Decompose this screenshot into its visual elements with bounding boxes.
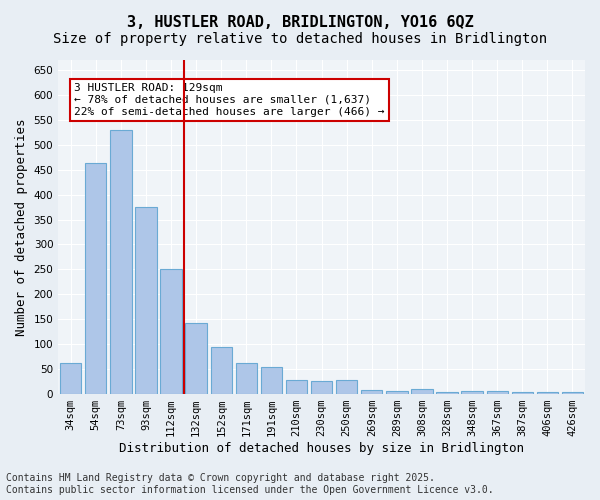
Text: Contains HM Land Registry data © Crown copyright and database right 2025.
Contai: Contains HM Land Registry data © Crown c…	[6, 474, 494, 495]
Bar	[311, 380, 332, 394]
Bar	[286, 380, 307, 394]
Bar	[512, 392, 533, 394]
Text: 3 HUSTLER ROAD: 129sqm
← 78% of detached houses are smaller (1,637)
22% of semi-: 3 HUSTLER ROAD: 129sqm ← 78% of detached…	[74, 84, 385, 116]
Y-axis label: Number of detached properties: Number of detached properties	[15, 118, 28, 336]
Text: 3, HUSTLER ROAD, BRIDLINGTON, YO16 6QZ: 3, HUSTLER ROAD, BRIDLINGTON, YO16 6QZ	[127, 15, 473, 30]
Text: Size of property relative to detached houses in Bridlington: Size of property relative to detached ho…	[53, 32, 547, 46]
X-axis label: Distribution of detached houses by size in Bridlington: Distribution of detached houses by size …	[119, 442, 524, 455]
Bar	[236, 362, 257, 394]
Bar	[411, 389, 433, 394]
Bar	[261, 366, 282, 394]
Bar	[461, 390, 483, 394]
Bar	[211, 346, 232, 394]
Bar	[562, 392, 583, 394]
Bar	[361, 390, 382, 394]
Bar	[336, 380, 358, 394]
Bar	[136, 207, 157, 394]
Bar	[160, 270, 182, 394]
Bar	[110, 130, 131, 394]
Bar	[60, 362, 82, 394]
Bar	[487, 391, 508, 394]
Bar	[85, 162, 106, 394]
Bar	[436, 392, 458, 394]
Bar	[386, 391, 407, 394]
Bar	[185, 323, 207, 394]
Bar	[537, 392, 558, 394]
